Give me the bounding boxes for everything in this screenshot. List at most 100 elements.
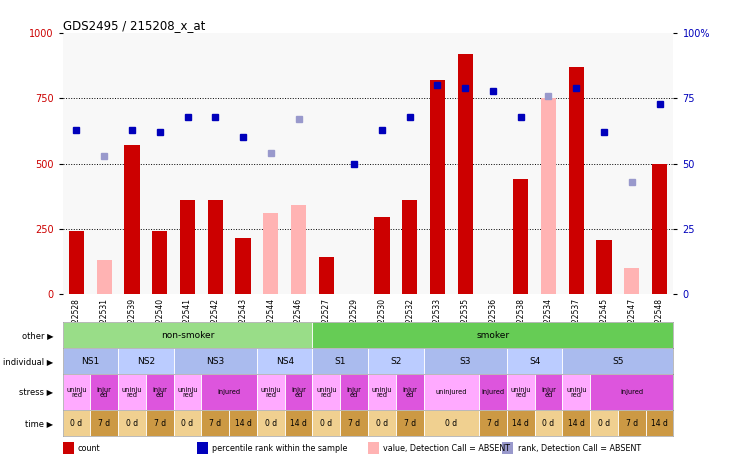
Bar [368,442,379,455]
Text: rank, Detection Call = ABSENT: rank, Detection Call = ABSENT [517,444,641,453]
Bar [313,322,673,348]
Bar [229,410,257,436]
Bar [430,80,445,294]
Text: 0 d: 0 d [445,419,457,428]
Bar [513,179,528,294]
Bar [368,374,396,410]
Bar [146,374,174,410]
Bar [174,410,202,436]
Bar [313,374,340,410]
Bar [118,374,146,410]
Text: NS3: NS3 [206,357,224,366]
Bar [63,442,74,455]
Bar [423,348,507,374]
Text: 14 d: 14 d [235,419,252,428]
Bar [624,268,640,294]
Bar [402,200,417,294]
Text: injur
ed: injur ed [402,387,417,398]
Text: 7 d: 7 d [98,419,110,428]
Bar [569,67,584,294]
Text: 7 d: 7 d [348,419,360,428]
Bar [534,374,562,410]
Bar [423,374,479,410]
Bar [396,410,423,436]
Text: 0 d: 0 d [71,419,82,428]
Bar [534,410,562,436]
Bar [319,257,334,294]
Bar [236,238,251,294]
Bar [458,54,473,294]
Bar [257,374,285,410]
Bar [479,410,507,436]
Bar [313,348,368,374]
Text: 0 d: 0 d [542,419,554,428]
Text: 14 d: 14 d [512,419,529,428]
Bar [652,164,668,294]
Text: percentile rank within the sample: percentile rank within the sample [212,444,347,453]
Bar [96,260,112,294]
Text: 7 d: 7 d [154,419,166,428]
Text: 0 d: 0 d [265,419,277,428]
Bar [63,348,118,374]
Text: 0 d: 0 d [598,419,610,428]
Text: uninju
red: uninju red [177,387,198,398]
Bar [590,374,673,410]
Text: S1: S1 [334,357,346,366]
Bar [374,217,389,294]
Text: injur
ed: injur ed [291,387,306,398]
Bar [174,348,257,374]
Text: 14 d: 14 d [290,419,307,428]
Text: uninjured: uninjured [436,389,467,395]
Text: S5: S5 [612,357,623,366]
Bar [118,410,146,436]
Text: 0 d: 0 d [126,419,138,428]
Text: 7 d: 7 d [209,419,222,428]
Bar [562,410,590,436]
Text: other ▶: other ▶ [22,331,54,340]
Bar [507,374,534,410]
Text: injur
ed: injur ed [541,387,556,398]
Text: uninju
red: uninju red [66,387,87,398]
Text: injur
ed: injur ed [347,387,361,398]
Bar [507,348,562,374]
Bar [368,410,396,436]
Bar [291,205,306,294]
Bar [180,200,195,294]
Text: 0 d: 0 d [182,419,194,428]
Text: uninju
red: uninju red [121,387,142,398]
Bar [257,410,285,436]
Text: uninju
red: uninju red [372,387,392,398]
Bar [590,410,618,436]
Text: smoker: smoker [476,331,509,340]
Bar [596,240,612,294]
Text: 7 d: 7 d [626,419,638,428]
Text: injured: injured [218,389,241,395]
Bar [285,410,313,436]
Bar [63,410,91,436]
Text: uninju
red: uninju red [261,387,281,398]
Text: injured: injured [620,389,643,395]
Bar [197,442,208,455]
Bar [146,410,174,436]
Text: 14 d: 14 d [651,419,668,428]
Bar [202,410,229,436]
Bar [63,374,91,410]
Text: uninju
red: uninju red [511,387,531,398]
Text: 0 d: 0 d [376,419,388,428]
Bar [562,374,590,410]
Text: 7 d: 7 d [403,419,416,428]
Text: uninju
red: uninju red [566,387,587,398]
Bar [340,374,368,410]
Bar [91,410,118,436]
Text: 7 d: 7 d [487,419,499,428]
Bar [285,374,313,410]
Bar [541,99,556,294]
Bar [645,410,673,436]
Bar [257,348,313,374]
Text: uninju
red: uninju red [316,387,336,398]
Text: NS4: NS4 [276,357,294,366]
Bar [340,410,368,436]
Bar [396,374,423,410]
Bar [479,374,507,410]
Text: individual ▶: individual ▶ [3,357,54,366]
